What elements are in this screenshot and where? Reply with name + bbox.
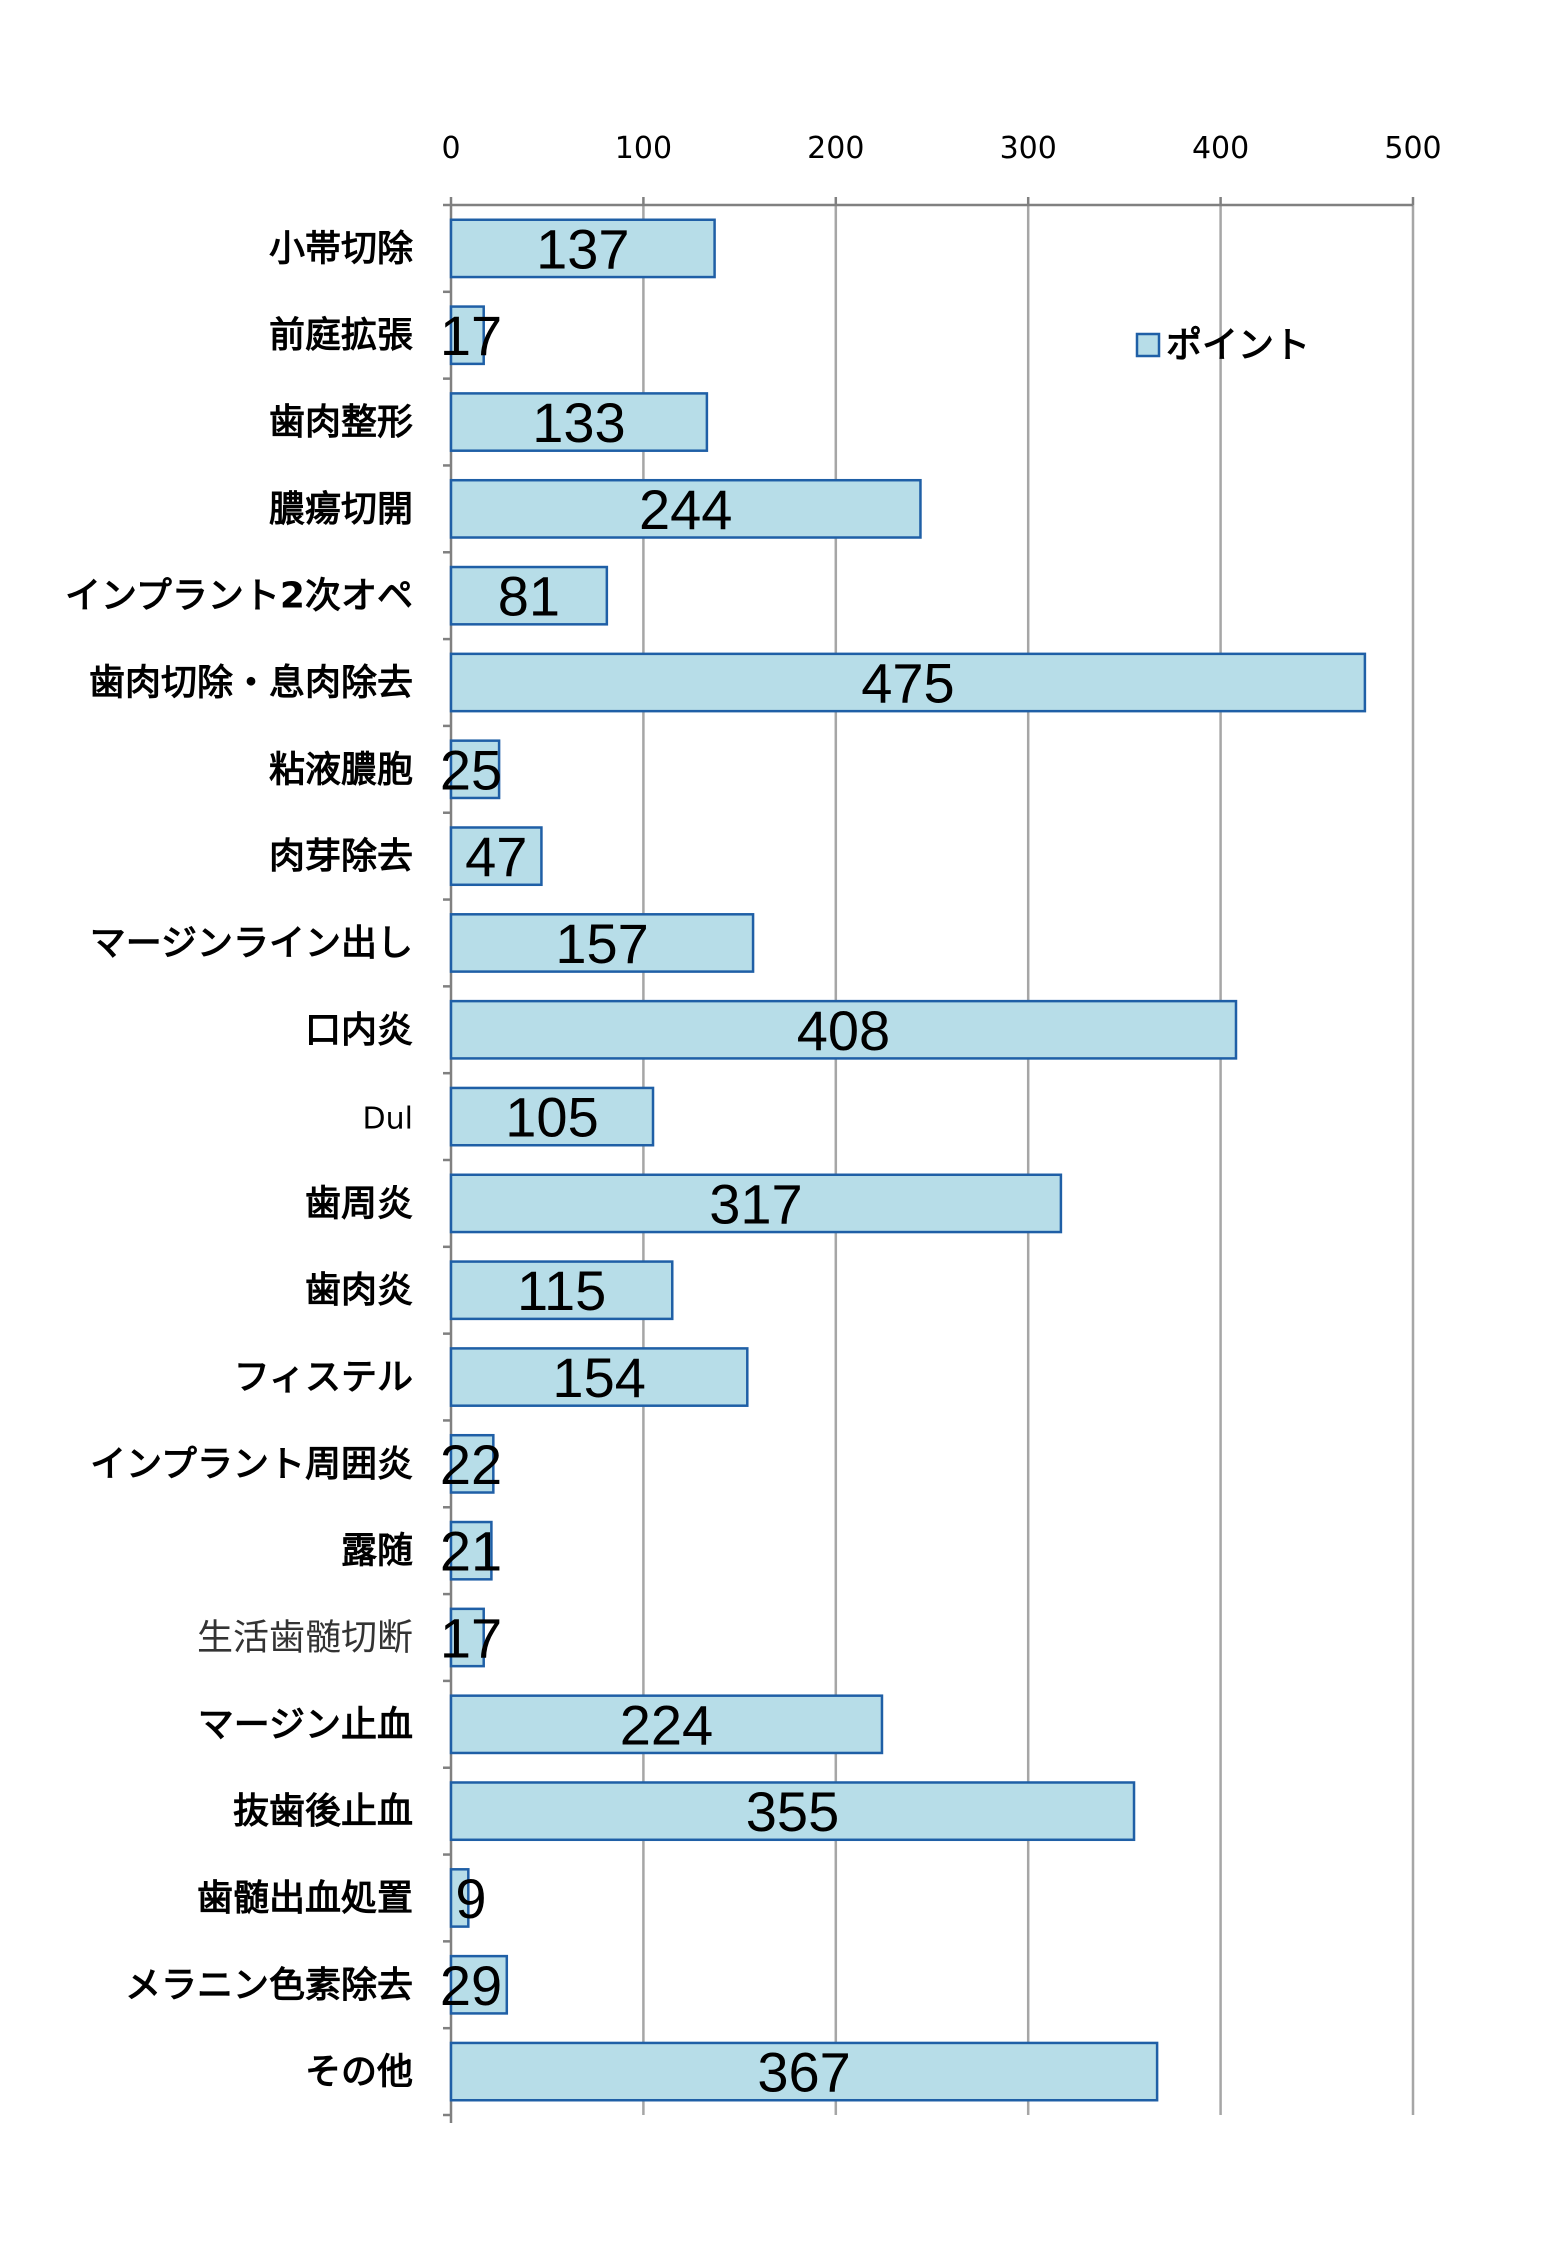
bars (449, 218, 1367, 2102)
data-label: 157 (555, 912, 648, 975)
category-label: 歯髄出血処置 (197, 1878, 413, 1919)
data-label: 17 (440, 1607, 502, 1670)
bar (449, 999, 1238, 1060)
bar (449, 1954, 509, 2015)
data-label: 244 (639, 478, 732, 541)
bar (449, 2041, 1159, 2102)
x-axis-ticks: 0 100 200 300 400 500 (441, 131, 1442, 205)
category-label: 生活歯髄切断 (197, 1618, 413, 1659)
bar (449, 478, 922, 539)
data-label: 29 (440, 1954, 502, 2017)
bar (449, 218, 716, 279)
data-label: 47 (465, 825, 527, 888)
category-label: 歯肉整形 (269, 402, 413, 443)
bar (449, 1260, 674, 1321)
legend-label: ポイント (1166, 324, 1310, 366)
bar (449, 565, 609, 626)
data-label: 17 (440, 304, 502, 367)
data-label: 25 (440, 738, 502, 801)
data-label: 137 (536, 217, 629, 280)
x-tick-label: 0 (441, 131, 460, 166)
data-label: 9 (455, 1867, 486, 1930)
x-tick-label: 200 (807, 131, 864, 166)
bar (449, 1433, 495, 1494)
data-label: 21 (440, 1520, 502, 1583)
data-label: 133 (532, 391, 625, 454)
bar (449, 305, 485, 366)
category-label: その他 (305, 2052, 413, 2093)
bar (449, 1607, 485, 1668)
category-label: マージンライン出し (90, 923, 413, 964)
category-label: 歯肉炎 (305, 1270, 413, 1311)
bar (449, 1347, 749, 1407)
category-label: 粘液膿胞 (269, 749, 413, 790)
bar (449, 739, 501, 800)
bar (449, 1520, 493, 1581)
data-label: 475 (861, 652, 954, 715)
bar (449, 392, 709, 452)
category-label: Dul (363, 1102, 413, 1137)
data-label: 22 (440, 1433, 502, 1496)
bar (449, 652, 1367, 713)
legend: ポイント (1135, 324, 1310, 366)
category-label: インプラント周囲炎 (90, 1444, 413, 1485)
category-label: インプラント2次オペ (65, 576, 413, 617)
x-tick-label: 500 (1384, 131, 1441, 166)
category-label: 小帯切除 (269, 228, 414, 269)
category-label: 肉芽除去 (269, 836, 413, 877)
bar (449, 1173, 1063, 1234)
legend-swatch (1135, 332, 1161, 358)
bar (449, 1868, 470, 1928)
y-axis-categories: 小帯切除前庭拡張歯肉整形膿瘍切開インプラント2次オペ歯肉切除・息肉除去粘液膿胞肉… (65, 228, 414, 2092)
category-label: 歯肉切除・息肉除去 (89, 663, 413, 704)
x-tick-label: 100 (615, 131, 672, 166)
data-label: 408 (797, 999, 890, 1062)
data-label: 367 (757, 2041, 850, 2104)
data-label: 115 (517, 1259, 606, 1322)
category-label: 歯周炎 (305, 1183, 413, 1224)
category-label: 露随 (341, 1531, 413, 1572)
category-label: マージン止血 (198, 1704, 413, 1745)
category-label: 前庭拡張 (269, 315, 413, 356)
data-label: 81 (498, 565, 560, 628)
category-label: フィステル (234, 1357, 413, 1398)
data-label: 317 (709, 1172, 802, 1235)
data-label: 224 (620, 1693, 713, 1756)
bar (449, 1781, 1136, 1842)
x-tick-label: 300 (1000, 131, 1057, 166)
category-label: 口内炎 (305, 1010, 413, 1051)
data-label: 154 (552, 1346, 645, 1409)
category-label: 抜歯後止血 (233, 1791, 413, 1832)
data-label: 105 (505, 1086, 598, 1149)
bar (449, 826, 543, 887)
data-label: 355 (746, 1780, 839, 1843)
category-label: メラニン色素除去 (125, 1965, 413, 2006)
bar (449, 1086, 655, 1147)
bar (449, 1694, 884, 1755)
category-label: 膿瘍切開 (269, 489, 413, 530)
bar (449, 913, 755, 973)
x-tick-label: 400 (1192, 131, 1249, 166)
